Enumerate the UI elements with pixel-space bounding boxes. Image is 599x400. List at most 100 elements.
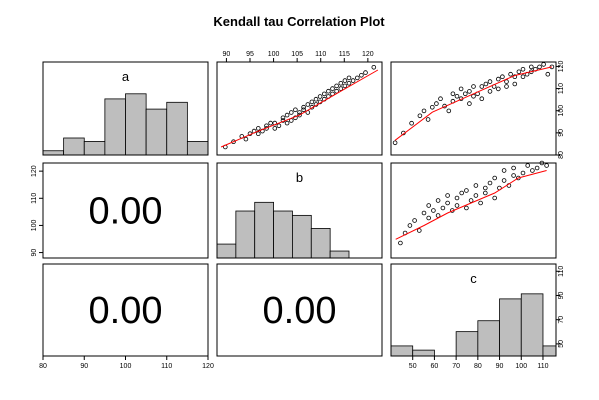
y-axis-right-c-label-90: 90 [558,291,565,299]
scatter-point-a-c-4 [421,108,427,114]
scatter-point-b-c-3 [412,218,417,223]
scatter-point-b-c-17 [459,190,465,196]
hist-bar-c-7 [542,345,557,357]
scatter-point-a-c-8 [438,96,443,101]
x-axis-bottom-c-label-110: 110 [537,363,548,370]
hist-bar-c-5 [499,298,522,357]
scatter-point-b-c-24 [482,185,488,191]
scatter-point-a-b-6 [255,131,261,137]
y-axis-right-a-label-90: 90 [558,129,565,137]
x-axis-bottom-c-label-100: 100 [515,363,527,370]
panel-frame-0-1 [216,61,383,156]
scatter-point-b-c-16 [454,203,460,208]
scatter-point-a-c-22 [479,84,485,89]
scatter-point-a-c-28 [495,76,501,82]
scatter-point-a-c-40 [528,64,534,70]
x-axis-bottom-c-label-50: 50 [409,363,417,370]
hist-bar-a-2 [83,140,106,156]
scatter-point-a-c-44 [541,62,546,67]
correlation-value-a_c: 0.00 [89,290,163,332]
hist-bar-b-6 [329,250,350,259]
scatter-point-a-b-48 [346,75,352,81]
scatter-point-a-b-52 [363,70,368,75]
x-axis-top-b-label-120: 120 [362,51,374,58]
scatter-point-a-b-16 [280,115,286,121]
panel-frame-2-2 [390,263,557,357]
x-axis-top-b-label-110: 110 [315,51,326,58]
scatter-point-a-c-25 [487,79,493,84]
scatter-point-a-c-38 [520,74,526,79]
scatter-point-b-c-7 [426,215,432,221]
x-axis-top-b-label-95: 95 [246,51,254,58]
scatter-point-b-c-9 [435,198,441,203]
scatter-point-a-c-37 [520,67,526,72]
scatter-point-a-b-3 [243,136,249,142]
hist-bar-b-4 [292,214,312,259]
fit-line-a-b [220,69,379,148]
scatter-point-b-c-41 [544,163,549,168]
scatter-point-a-b-36 [321,91,327,97]
scatter-point-b-c-22 [473,183,479,188]
scatter-point-a-b-14 [276,123,282,129]
scatter-point-a-c-6 [429,105,435,110]
scatter-point-b-c-34 [511,165,516,171]
x-axis-bottom-a-label-100: 100 [120,363,132,370]
scatter-point-b-c-5 [421,210,427,216]
hist-bar-b-5 [310,228,331,259]
y-axis-left-b-label-100: 100 [31,219,38,231]
scatter-point-a-c-10 [446,108,452,114]
x-axis-bottom-a-label-80: 80 [39,363,47,370]
scatter-point-b-c-8 [431,208,436,213]
hist-bar-c-0 [390,345,414,357]
y-axis-left-b-label-90: 90 [31,249,38,257]
y-axis-right-a-label-120: 120 [558,60,565,72]
scatter-point-b-c-6 [426,203,432,208]
scatter-point-b-c-38 [530,168,535,173]
scatter-point-b-c-27 [492,195,498,201]
scatter-point-b-c-31 [501,168,507,173]
scatter-point-a-b-18 [284,112,290,118]
scatter-point-a-b-7 [255,126,261,131]
y-axis-right-c-label-110: 110 [558,266,565,277]
y-axis-right-a-label-100: 100 [558,105,565,117]
scatter-point-a-b-34 [317,94,323,99]
y-axis-right-c-label-70: 70 [558,316,565,324]
y-axis-right-a-label-110: 110 [558,83,565,94]
hist-bar-b-0 [216,243,237,259]
axis-layer: 80 90 100 110 120 50 60 70 80 90 100 110 90 95 100 105 1… [31,51,565,370]
correlation-value-a_b: 0.00 [89,191,163,233]
scatter-point-a-b-43 [338,86,344,91]
scatter-point-b-c-33 [511,173,516,178]
scatter-point-b-c-36 [520,170,526,176]
scatter-point-a-c-32 [504,84,509,89]
scatter-point-b-c-26 [487,180,493,186]
scatter-point-a-b-45 [342,83,348,89]
scatter-point-a-c-20 [471,94,476,99]
scatter-point-b-c-11 [440,205,446,211]
hist-bar-a-4 [125,93,147,156]
x-axis-bottom-c-label-90: 90 [496,363,504,370]
scatter-point-a-b-11 [268,120,273,126]
scatter-point-a-c-18 [467,101,472,106]
hist-bar-a-0 [42,150,65,156]
scatter-point-a-c-16 [462,91,468,97]
scatter-point-a-b-51 [359,73,364,78]
x-axis-top-b-label-90: 90 [223,51,231,58]
scatter-point-a-b-50 [354,75,360,81]
x-axis-bottom-a-label-110: 110 [161,363,172,370]
panel-frame-2-1 [216,263,383,357]
scatter-point-b-c-28 [492,175,498,181]
scatter-point-a-c-33 [508,71,513,77]
scatter-point-a-c-26 [487,89,493,94]
scatter-point-b-c-13 [445,193,450,198]
scatter-point-b-c-4 [416,228,422,233]
panel-frame-0-2 [390,61,557,156]
scatter-point-a-c-2 [409,120,414,126]
scatter-point-a-b-24 [297,110,302,115]
correlation-value-b_c: 0.00 [263,290,337,332]
scatter-point-a-b-1 [231,139,236,145]
scatter-point-a-c-45 [545,71,551,77]
scatter-point-b-c-0 [398,240,403,246]
scatter-point-a-c-19 [471,84,476,89]
